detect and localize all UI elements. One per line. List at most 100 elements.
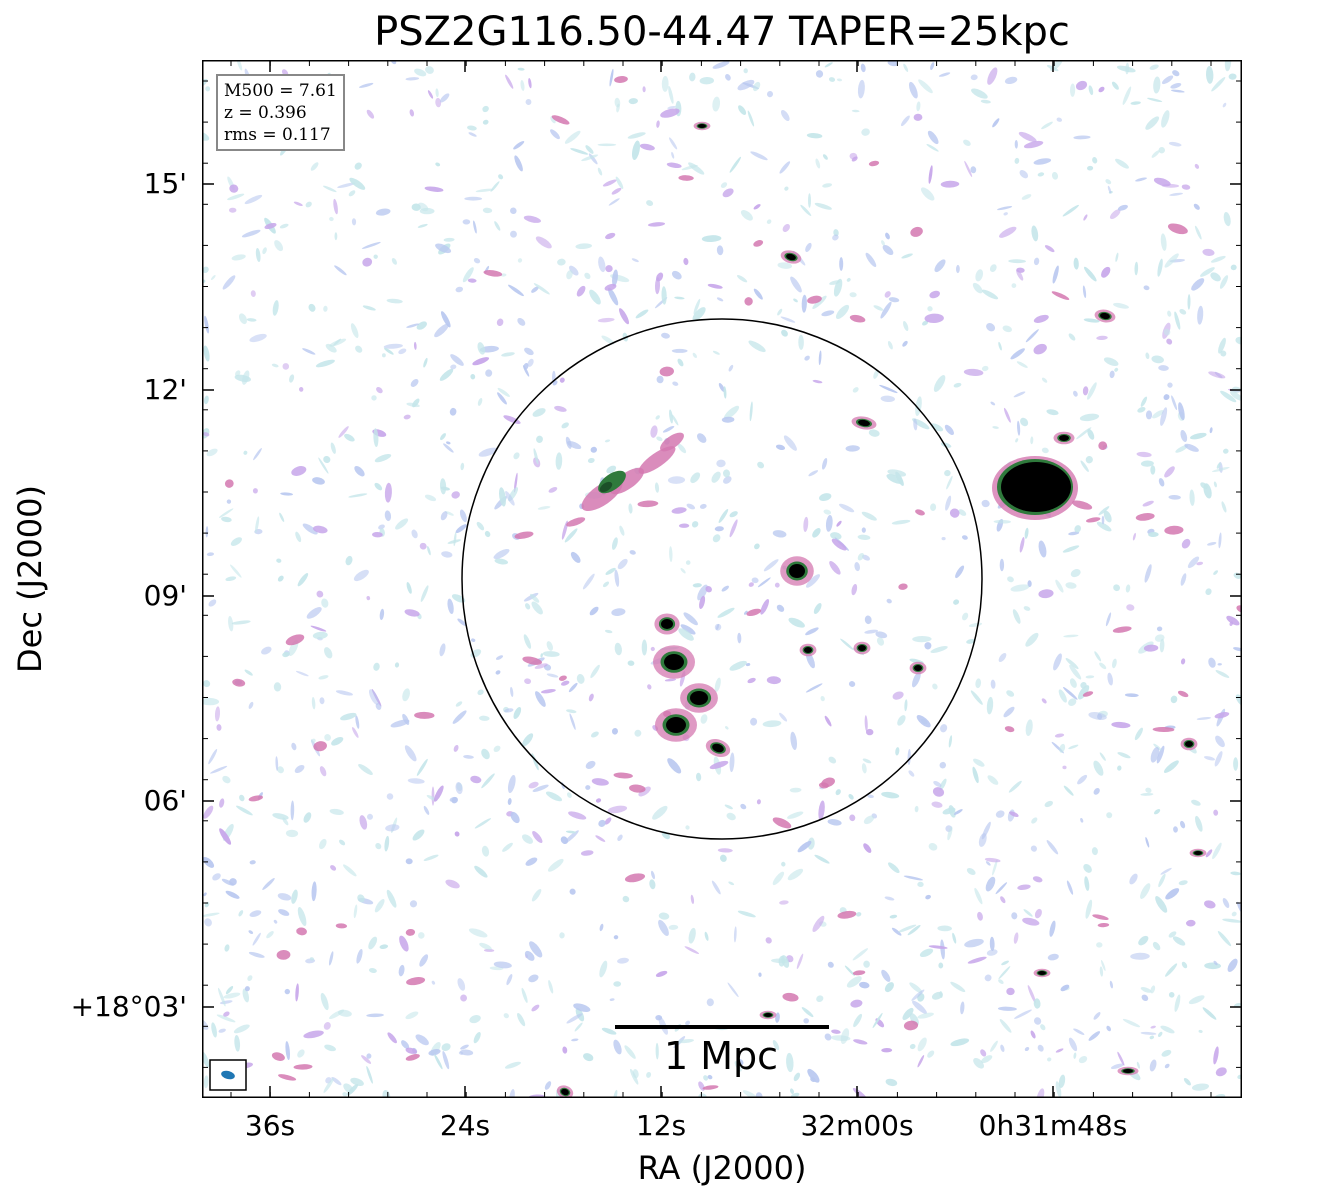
faint-source-blob xyxy=(405,928,416,936)
noise-speckle xyxy=(917,1055,925,1068)
faint-source-blob xyxy=(678,523,690,528)
noise-speckle xyxy=(208,599,217,607)
faint-source-blob xyxy=(313,525,328,534)
noise-speckle xyxy=(303,812,312,823)
noise-speckle xyxy=(291,742,297,751)
noise-speckle xyxy=(816,995,824,1003)
noise-speckle xyxy=(581,154,599,162)
noise-speckle xyxy=(507,775,516,793)
noise-speckle xyxy=(671,270,682,280)
noise-speckle xyxy=(324,1044,336,1052)
noise-speckle xyxy=(479,942,492,950)
noise-speckle xyxy=(1169,192,1183,196)
noise-speckle xyxy=(1209,427,1213,434)
noise-speckle xyxy=(690,472,701,484)
noise-speckle xyxy=(550,116,556,124)
noise-speckle xyxy=(658,912,670,920)
noise-speckle xyxy=(885,1078,898,1087)
noise-speckle xyxy=(1105,179,1112,185)
noise-speckle xyxy=(387,1032,397,1044)
noise-speckle xyxy=(846,976,862,988)
noise-speckle xyxy=(490,181,500,192)
noise-speckle xyxy=(762,720,782,728)
noise-speckle xyxy=(819,493,832,502)
noise-speckle xyxy=(223,1011,230,1017)
noise-speckle xyxy=(995,810,1005,818)
noise-speckle xyxy=(228,207,237,213)
noise-speckle xyxy=(1093,760,1104,776)
faint-source-blob xyxy=(1016,267,1025,273)
noise-speckle xyxy=(602,179,617,187)
noise-speckle xyxy=(362,305,376,311)
noise-speckle xyxy=(513,706,522,720)
noise-speckle xyxy=(601,1027,617,1035)
noise-speckle xyxy=(796,953,804,969)
noise-speckle xyxy=(249,333,267,343)
noise-speckle xyxy=(903,875,924,881)
noise-speckle xyxy=(671,414,679,426)
noise-speckle xyxy=(1065,582,1077,589)
noise-speckle xyxy=(595,798,602,803)
noise-speckle xyxy=(406,402,420,408)
noise-speckle xyxy=(638,786,651,797)
noise-speckle xyxy=(1125,62,1130,75)
noise-speckle xyxy=(722,469,731,478)
noise-speckle xyxy=(1230,871,1241,876)
noise-speckle xyxy=(535,236,552,249)
noise-speckle xyxy=(1180,429,1188,443)
noise-speckle xyxy=(1214,751,1223,767)
faint-source-blob xyxy=(772,817,792,829)
r500-circle xyxy=(461,318,983,840)
noise-speckle xyxy=(848,794,854,800)
noise-speckle xyxy=(375,842,382,850)
noise-speckle xyxy=(540,689,556,694)
noise-speckle xyxy=(205,526,209,538)
noise-speckle xyxy=(939,761,947,769)
noise-speckle xyxy=(555,452,563,470)
noise-speckle xyxy=(1208,657,1216,668)
noise-speckle xyxy=(252,488,258,494)
noise-speckle xyxy=(227,193,245,201)
noise-speckle xyxy=(560,836,569,845)
noise-speckle xyxy=(928,945,948,949)
noise-speckle xyxy=(613,981,622,987)
compact-radio-source xyxy=(1123,1069,1133,1073)
noise-speckle xyxy=(450,364,457,370)
noise-speckle xyxy=(1098,86,1105,93)
noise-speckle xyxy=(922,320,929,326)
noise-speckle xyxy=(763,559,779,572)
redshift-text: z = 0.396 xyxy=(224,103,307,123)
noise-speckle xyxy=(449,796,457,802)
noise-speckle xyxy=(860,63,866,73)
noise-speckle xyxy=(1163,394,1170,401)
faint-source-blob xyxy=(744,297,753,306)
noise-speckle xyxy=(971,88,988,99)
noise-speckle xyxy=(807,1068,820,1083)
noise-speckle xyxy=(820,695,825,702)
noise-speckle xyxy=(927,306,933,312)
noise-speckle xyxy=(661,332,670,339)
noise-speckle xyxy=(801,294,807,313)
noise-speckle xyxy=(417,223,428,228)
noise-speckle xyxy=(1013,391,1026,398)
noise-speckle xyxy=(445,879,460,889)
faint-source-blob xyxy=(903,1020,919,1031)
noise-speckle xyxy=(226,499,232,504)
compact-radio-source xyxy=(698,124,706,128)
noise-speckle xyxy=(311,881,317,902)
noise-speckle xyxy=(880,395,895,403)
noise-speckle xyxy=(428,1049,441,1056)
noise-speckle xyxy=(849,814,856,822)
noise-speckle xyxy=(481,845,490,857)
noise-speckle xyxy=(435,162,441,167)
faint-source-blob xyxy=(831,1029,841,1034)
noise-speckle xyxy=(1148,531,1159,538)
noise-speckle xyxy=(584,272,591,280)
noise-speckle xyxy=(849,292,857,298)
noise-speckle xyxy=(1217,931,1232,947)
noise-speckle xyxy=(424,186,444,192)
noise-speckle xyxy=(376,386,383,394)
noise-speckle xyxy=(1087,382,1097,400)
noise-speckle xyxy=(839,257,844,271)
noise-speckle xyxy=(737,1058,744,1066)
